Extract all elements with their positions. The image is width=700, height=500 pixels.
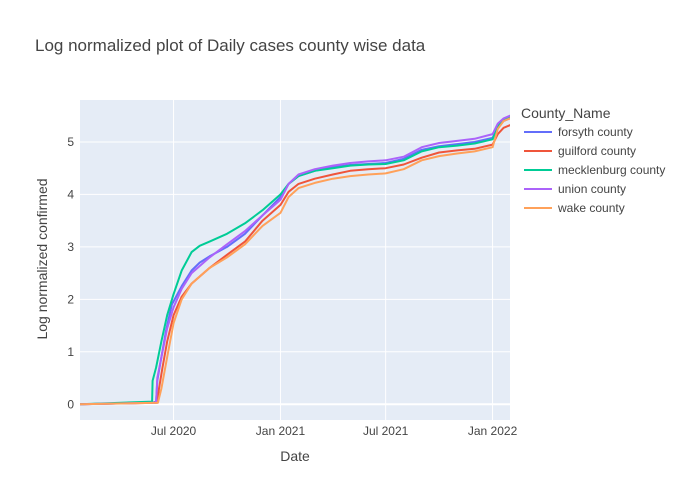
legend-title: County_Name <box>521 105 611 121</box>
y-tick-label: 0 <box>67 397 74 411</box>
x-axis-ticks: Jul 2020 Jan 2021 Jul 2021 Jan 2022 <box>151 424 518 438</box>
y-tick-label: 2 <box>67 292 74 306</box>
legend-item-wake-county[interactable]: wake county <box>557 201 625 215</box>
x-axis-title: Date <box>280 448 310 464</box>
series-lines <box>80 114 510 406</box>
series-line-union-county[interactable] <box>80 114 510 406</box>
legend-item-guilford-county[interactable]: guilford county <box>558 144 636 158</box>
y-axis-ticks: 0 1 2 3 4 5 <box>67 135 74 411</box>
grid-lines <box>80 100 510 420</box>
y-tick-label: 5 <box>67 135 74 149</box>
legend-item-mecklenburg-county[interactable]: mecklenburg county <box>558 163 665 177</box>
legend-item-union-county[interactable]: union county <box>558 182 626 196</box>
chart-title: Log normalized plot of Daily cases count… <box>35 36 426 55</box>
y-tick-label: 4 <box>67 187 74 201</box>
x-tick-label: Jan 2021 <box>256 424 306 438</box>
y-axis-title: Log normalized confirmed <box>34 178 50 339</box>
legend-item-forsyth-county[interactable]: forsyth county <box>558 125 633 139</box>
plot-area[interactable] <box>80 100 510 420</box>
x-tick-label: Jul 2020 <box>151 424 197 438</box>
x-tick-label: Jan 2022 <box>468 424 518 438</box>
x-tick-label: Jul 2021 <box>363 424 409 438</box>
series-line-wake-county[interactable] <box>80 117 510 406</box>
y-tick-label: 3 <box>67 240 74 254</box>
series-line-guilford-county[interactable] <box>80 124 510 406</box>
legend: County_Name forsyth county guilford count… <box>521 105 665 215</box>
y-tick-label: 1 <box>67 345 74 359</box>
